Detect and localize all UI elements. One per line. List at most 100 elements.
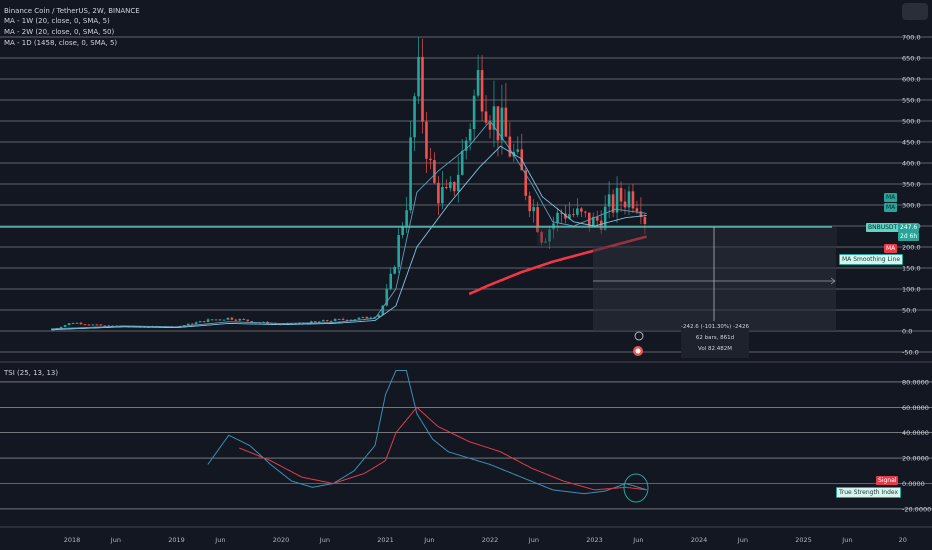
candle-body	[230, 317, 234, 320]
candle-body	[448, 182, 452, 189]
projection-box	[593, 247, 836, 331]
candle-body	[369, 317, 373, 319]
candle-body	[452, 182, 456, 192]
candle-body	[210, 319, 214, 321]
candle-body	[635, 208, 639, 212]
candle-body	[433, 160, 436, 183]
fullscreen-button[interactable]	[902, 3, 928, 20]
candle-body	[643, 217, 647, 225]
candle-body	[345, 319, 349, 321]
candle-body	[409, 137, 412, 211]
measure-info-box: -242.6 (-101.30%) -2426 62 bars, 861d Vo…	[681, 322, 749, 358]
time-label: Jun	[528, 536, 539, 544]
candle-body	[627, 191, 631, 208]
candle-body	[107, 325, 111, 327]
candle-body	[580, 208, 583, 212]
candle-body	[504, 107, 508, 137]
candle-body	[603, 206, 607, 230]
candle-body	[313, 321, 317, 323]
candle-body	[560, 212, 563, 214]
candle-body	[425, 121, 428, 159]
candle-body	[516, 149, 520, 152]
time-label: 2023	[586, 536, 603, 544]
time-label: Jun	[110, 536, 121, 544]
candle-body	[540, 232, 543, 243]
candle-body	[532, 207, 535, 212]
candle-body	[397, 235, 400, 267]
tsi-lines	[207, 370, 649, 503]
candle-body	[238, 318, 242, 321]
price-tick-label: 300.0	[902, 202, 921, 210]
candle-body	[556, 212, 559, 224]
candle-body	[71, 323, 75, 325]
candle-body	[329, 321, 333, 323]
candle-body	[246, 319, 250, 322]
candle-body	[599, 220, 603, 230]
price-tick-label: 700.0	[902, 34, 921, 42]
time-label: 2020	[273, 536, 290, 544]
candle-body	[242, 318, 246, 320]
measure-bars: 62 bars, 861d	[695, 335, 735, 341]
price-tick-label: 100.0	[902, 286, 921, 294]
ma-red-tag: MA	[884, 244, 898, 253]
candle-body	[441, 187, 444, 204]
ma-1d-line	[468, 235, 648, 296]
candle-body	[341, 318, 345, 320]
candle-body	[222, 319, 226, 321]
time-label: 2022	[482, 536, 499, 544]
candle-body	[321, 320, 325, 322]
candle-body	[250, 321, 254, 323]
candle-body	[456, 174, 460, 192]
time-label: 2018	[64, 536, 81, 544]
candle-body	[333, 319, 337, 322]
candle-body	[413, 96, 416, 138]
candle-body	[357, 317, 361, 320]
candle-body	[202, 321, 206, 323]
candle-body	[286, 323, 289, 325]
ma-lines	[51, 120, 648, 331]
countdown-tag: 2d 6h	[898, 232, 920, 241]
candle-body	[194, 322, 198, 325]
tsi-tick-label: 80.0000	[902, 378, 929, 386]
drawing-overlay	[0, 226, 837, 356]
arrow-head-icon	[830, 277, 836, 285]
time-label: 2019	[168, 536, 185, 544]
candle-body	[91, 324, 95, 326]
range-box	[537, 226, 837, 247]
candle-body	[99, 324, 103, 326]
candle-body	[615, 188, 619, 213]
candle-body	[353, 319, 357, 321]
price-tick-label: 550.0	[902, 97, 921, 105]
smoothing-line-tag: MA Smoothing Line	[839, 254, 904, 265]
time-label: Jun	[214, 536, 225, 544]
candle-body	[401, 226, 404, 236]
tsi-tick-label: 20.0000	[902, 455, 929, 463]
tsi-tick-label: -20.0000	[902, 505, 931, 513]
signal-tag: Signal	[876, 476, 899, 485]
price-tick-label: 150.0	[902, 265, 921, 273]
candle-body	[500, 107, 504, 141]
candle-body	[607, 194, 611, 207]
time-label: 2021	[377, 536, 394, 544]
price-tick-label: 500.0	[902, 118, 921, 126]
ma-tag-1: MA	[884, 193, 898, 202]
candle-body	[576, 208, 579, 215]
candle-body	[393, 266, 396, 274]
candle-body	[595, 216, 599, 221]
time-label: Jun	[319, 536, 330, 544]
candle-body	[226, 317, 230, 320]
price-tick-label: 50.0	[902, 307, 916, 315]
ma-legend-2: MA - 2W (20, close, 0, SMA, 50)	[4, 28, 115, 36]
tsi-grid	[0, 381, 932, 510]
ma-2w-line	[51, 145, 647, 331]
candle-body	[198, 321, 202, 323]
candle-body	[190, 323, 194, 325]
candle-body	[568, 214, 571, 219]
time-label: 20	[899, 536, 907, 544]
candle-body	[405, 210, 408, 227]
candle-body	[476, 70, 480, 96]
time-axis: 2018 Jun 2019 Jun 2020 Jun 2021 Jun 2022 Jun 2023 J…	[64, 536, 907, 544]
candle-body	[421, 56, 424, 122]
tsi-tag: True Strength Index	[836, 487, 902, 498]
